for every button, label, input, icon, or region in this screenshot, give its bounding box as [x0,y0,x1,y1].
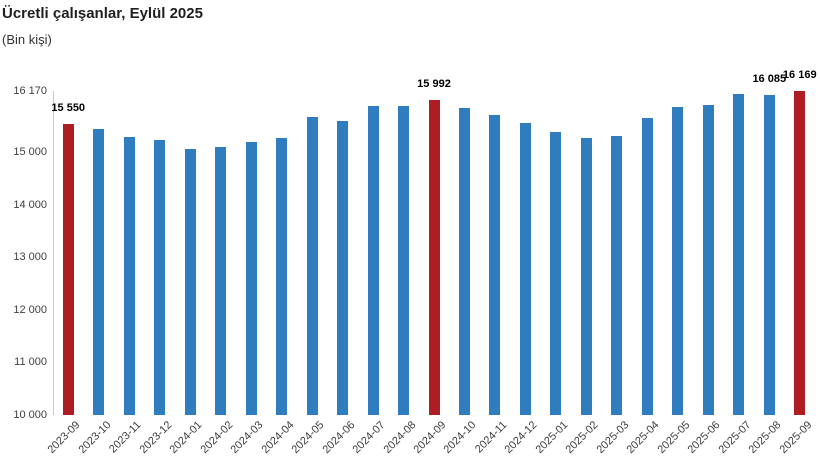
bar-2024-12[interactable] [519,123,531,415]
bar-2024-11[interactable] [489,114,501,415]
bar-2025-08[interactable] [763,95,775,415]
y-axis-tick-label: 12 000 [13,304,47,316]
bar-2025-04[interactable] [641,118,653,415]
bar-2023-09[interactable] [62,123,74,415]
bar-2025-07[interactable] [733,93,745,415]
y-axis-tick-label: 10 000 [13,409,47,421]
bar-2025-02[interactable] [580,137,592,415]
bar-value-label: 15 992 [417,78,451,91]
bar-value-label: 16 085 [752,73,787,86]
bar-2024-04[interactable] [276,137,288,415]
bar-2024-10[interactable] [458,107,470,415]
bar-2024-08[interactable] [398,105,410,415]
bar-2024-05[interactable] [306,116,318,415]
bar-2024-06[interactable] [337,121,349,415]
y-axis-tick-label: 15 000 [13,146,47,158]
y-axis-tick-label: 11 000 [14,356,47,368]
bar-2023-11[interactable] [123,136,135,415]
bar-2025-01[interactable] [550,131,562,415]
bar-2025-06[interactable] [702,104,714,415]
bar-2024-03[interactable] [245,142,257,415]
bar-2024-09[interactable] [428,100,440,415]
bar-2024-01[interactable] [184,149,196,415]
bar-2025-03[interactable] [611,136,623,415]
bar-2023-10[interactable] [93,128,105,415]
bar-2024-07[interactable] [367,105,379,415]
y-axis-tick-label: 13 000 [13,251,47,263]
bar-value-label: 16 169 [782,69,817,82]
chart-subtitle: (Bin kişi) [2,32,52,47]
bar-value-label: 15 550 [51,101,86,114]
bar-2024-02[interactable] [215,146,227,415]
y-axis-line [53,91,54,415]
y-axis-tick-label: 16 170 [13,85,47,97]
bar-2025-05[interactable] [672,107,684,415]
chart-title: Ücretli çalışanlar, Eylül 2025 [2,5,203,22]
y-axis-tick-label: 14 000 [13,199,47,211]
bar-2023-12[interactable] [154,140,166,415]
bar-2025-09[interactable] [794,91,806,415]
